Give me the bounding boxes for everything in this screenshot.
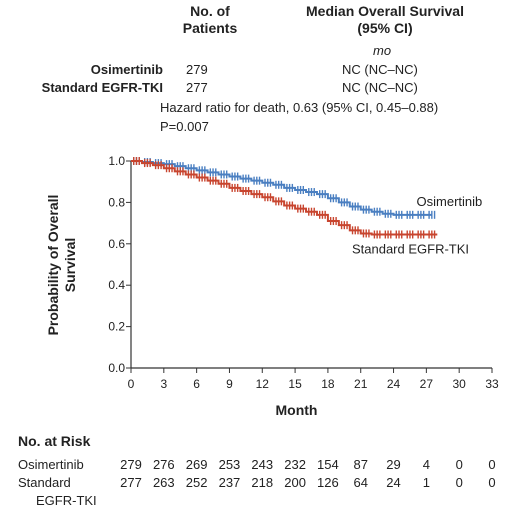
risk-cell-value: 253 [219,457,241,472]
series-label-osimertinib: Osimertinib [417,194,483,209]
risk-cell-value: 276 [153,457,175,472]
median-unit: mo [373,43,392,58]
x-axis-title: Month [276,402,318,418]
x-tick-label: 12 [256,377,270,391]
chart-axes: 0 3 6 9 12 15 18 21 24 27 30 33 0.0 0.2 0.4 0.6 0.8 1.0 Mo… [45,154,499,418]
risk-cell-value: 0 [488,475,495,490]
risk-table-title: No. at Risk [18,433,91,449]
x-tick-label: 9 [226,377,233,391]
risk-cell-value: 126 [317,475,339,490]
x-tick-label: 0 [128,377,135,391]
risk-cell-value: 87 [353,457,367,472]
risk-cell-value: 263 [153,475,175,490]
risk-cell-value: 269 [186,457,208,472]
risk-cell-value: 218 [251,475,273,490]
x-tick-label: 18 [321,377,335,391]
col-header-median-line1: Median Overall Survival [306,3,464,19]
risk-cell-value: 237 [219,475,241,490]
col-header-patients-line2: Patients [182,20,238,36]
x-tick-label: 27 [420,377,434,391]
y-tick-label: 1.0 [108,154,125,168]
risk-cell-value: 154 [317,457,339,472]
hazard-ratio-text: Hazard ratio for death, 0.63 (95% CI, 0.… [160,100,439,115]
series-label-standard: Standard EGFR-TKI [352,241,469,256]
risk-cell-value: 279 [120,457,142,472]
y-tick-label: 0.2 [108,320,125,334]
x-tick-label: 21 [354,377,368,391]
chart-curves: Osimertinib Standard EGFR-TKI [131,157,482,256]
risk-cell-value: 24 [386,475,400,490]
risk-cell-value: 0 [456,475,463,490]
risk-cell-value: 0 [488,457,495,472]
x-tick-label: 6 [193,377,200,391]
km-curve-0 [131,160,432,216]
risk-cell-value: 243 [251,457,273,472]
x-tick-label: 30 [453,377,467,391]
x-tick-label: 15 [288,377,302,391]
risk-cell-value: 64 [353,475,367,490]
col-header-patients-line1: No. of [190,3,230,19]
km-curve-1 [131,160,438,236]
y-tick-label: 0.4 [108,278,125,292]
risk-row-label: EGFR-TKI [36,493,97,508]
risk-cell-value: 4 [423,457,430,472]
x-tick-label: 33 [485,377,499,391]
group-name-standard: Standard EGFR-TKI [41,80,163,95]
y-tick-label: 0.0 [108,361,125,375]
col-header-median: Median Overall Survival (95% CI) [290,3,480,37]
risk-cell-value: 1 [423,475,430,490]
y-axis-title: Probability of OverallSurvival [45,195,78,336]
group-median-osimertinib: NC (NC–NC) [342,62,418,77]
risk-cell-value: 29 [386,457,400,472]
group-patients-standard: 277 [186,80,208,95]
x-tick-label: 3 [160,377,167,391]
group-median-standard: NC (NC–NC) [342,80,418,95]
y-axis-title-line: Survival [62,238,78,292]
risk-row-label: Osimertinib [18,457,84,472]
risk-table: No. at Risk Osimertinib 279 276 269 253 243 232… [18,433,496,508]
p-value-text: P=0.007 [160,119,209,134]
col-header-median-line2: (95% CI) [357,20,413,36]
risk-cell-value: 252 [186,475,208,490]
y-tick-label: 0.8 [108,195,125,209]
risk-cell-value: 232 [284,457,306,472]
col-header-patients: No. of Patients [160,3,260,37]
x-tick-label: 24 [387,377,401,391]
group-patients-osimertinib: 279 [186,62,208,77]
y-tick-label: 0.6 [108,237,125,251]
group-name-osimertinib: Osimertinib [90,62,163,77]
y-axis-title-line: Probability of Overall [45,195,61,336]
risk-cell-value: 0 [456,457,463,472]
risk-row-label: Standard [18,475,71,490]
risk-cell-value: 200 [284,475,306,490]
risk-cell-value: 277 [120,475,142,490]
